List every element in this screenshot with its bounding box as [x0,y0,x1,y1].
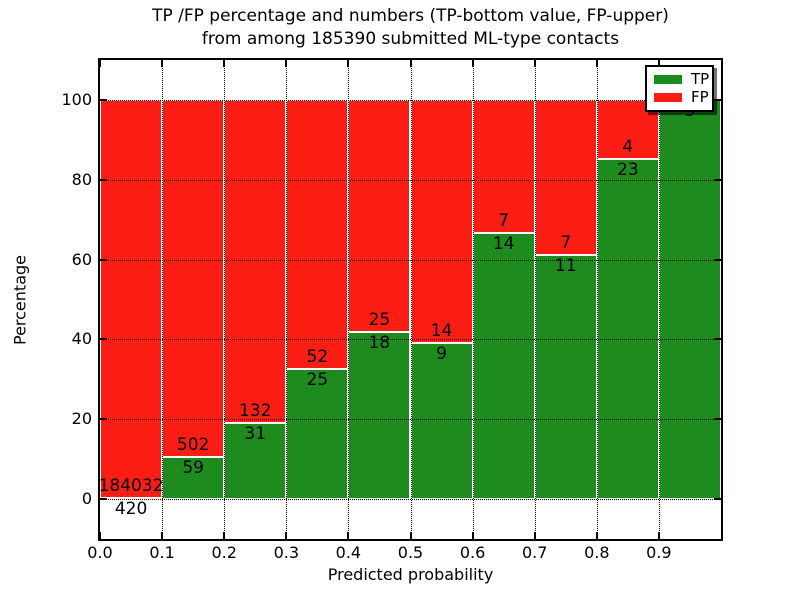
y-tickmark [714,418,721,421]
fp-count-label: 132 [239,401,272,422]
x-tick-label: 0.0 [87,543,113,562]
legend-item-fp: FP [647,90,712,105]
y-tickmark [100,338,107,341]
fp-bar-segment [100,99,163,499]
x-tick-label: 0.7 [521,543,548,562]
x-tickmark [533,60,536,67]
x-tick-label: 0.6 [459,543,486,562]
fp-count-label: 7 [498,210,510,231]
tp-legend-label: TP [691,70,710,88]
vertical-gridline [534,60,536,539]
tp-count-label: 31 [244,424,267,445]
y-tickmark [100,98,107,101]
x-tickmark [285,532,288,539]
x-tick-label: 0.9 [646,543,672,562]
tp-count-label: 18 [368,332,391,353]
tp-count-label: 420 [114,499,148,520]
vertical-gridline [596,60,598,539]
legend-item-tp: TP [647,72,712,87]
x-tickmark [347,60,350,67]
tp-bar-segment [472,232,535,500]
x-tickmark [223,532,226,539]
x-tickmark [161,532,164,539]
vertical-gridline [286,60,288,539]
x-tickmark [161,60,164,67]
vertical-gridline [224,60,226,539]
x-tickmark [99,60,101,67]
x-tickmark [285,60,288,67]
vertical-gridline [348,60,350,539]
legend: TP FP [645,65,714,112]
chart-title-line2: from among 185390 submitted ML-type cont… [201,29,620,49]
vertical-gridline [162,60,164,539]
tp-count-label: 23 [617,160,639,181]
y-tick-label: 80 [71,169,92,189]
x-tickmark [99,532,101,539]
x-tickmark [471,532,474,539]
x-tickmark [223,60,226,67]
fp-count-label: 14 [430,320,453,341]
x-tick-label: 0.8 [584,543,610,562]
tp-count-label: 11 [554,256,577,277]
x-tickmark [347,532,350,539]
fp-count-label: 52 [306,347,329,368]
tp-bar-segment [596,159,659,500]
y-tickmark [100,418,107,421]
y-tickmark [100,498,107,501]
y-tickmark [714,98,721,101]
y-tick-label: 0 [81,489,92,509]
y-tickmark [100,178,107,181]
fp-bar-segment [348,99,411,332]
x-tick-label: 0.5 [397,543,424,562]
y-tickmark [100,258,107,261]
fp-legend-swatch [654,93,682,102]
x-tick-label: 0.4 [335,543,362,562]
tp-count-label: 14 [492,233,515,254]
tp-count-label: 25 [306,370,329,391]
chart-title-line1: TP /FP percentage and numbers (TP-bottom… [152,6,669,26]
vertical-gridline [658,60,660,539]
fp-bar-segment [410,99,473,343]
fp-legend-label: FP [691,88,709,106]
fp-bar-segment [162,99,225,458]
y-tick-label: 20 [71,409,92,429]
tp-bar-segment [658,99,721,500]
y-tickmark [714,258,721,261]
fp-count-label: 7 [560,233,572,254]
plot-area: 1840324205025913231522525181497147114235 [98,58,723,541]
x-tickmark [409,532,412,539]
y-axis-label: Percentage [10,254,30,346]
fp-count-label: 184032 [98,476,164,497]
x-axis-label: Predicted probability [327,565,494,584]
fp-count-label: 502 [176,435,210,456]
y-tick-label: 40 [71,329,92,349]
x-tick-label: 0.1 [149,543,175,562]
tp-bar-segment [162,457,225,500]
fp-count-label: 25 [368,309,391,330]
x-tick-label: 0.3 [273,543,300,562]
tp-bar-segment [410,342,473,500]
y-tickmark [714,338,721,341]
x-tickmark [595,60,598,67]
y-tickmark [714,498,721,501]
x-tickmark [657,532,660,539]
x-tickmark [409,60,412,67]
vertical-gridline [410,60,412,539]
y-tick-label: 100 [61,89,92,109]
y-tick-label: 60 [71,249,92,269]
vertical-gridline [472,60,474,539]
tp-legend-swatch [654,75,682,84]
tp-count-label: 59 [182,458,204,479]
tp-bar-segment [534,255,597,500]
x-tickmark [471,60,474,67]
tp-count-label: 9 [436,343,447,364]
x-tickmark [533,532,536,539]
y-tickmark [714,178,721,181]
x-tick-label: 0.2 [211,543,237,562]
x-tickmark [595,532,598,539]
fp-count-label: 4 [622,137,634,158]
x-tickmark [657,60,660,67]
